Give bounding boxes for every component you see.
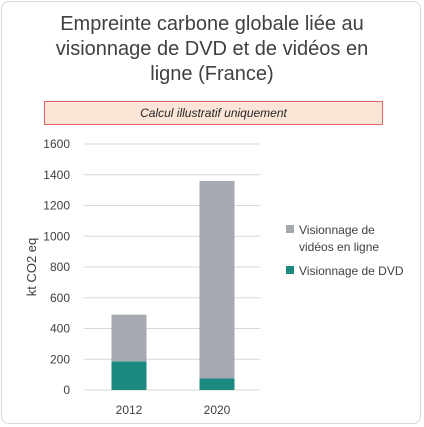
bar-online-2012 — [111, 314, 147, 362]
y-tick-label-400: 400 — [50, 322, 70, 336]
y-axis-label: kt CO2 eq — [24, 238, 39, 297]
chart-title-line-3: ligne (France) — [150, 63, 274, 85]
chart-title-line-2: visionnage de DVD et de vidéos en — [55, 38, 369, 60]
x-tick-label-2012: 2012 — [116, 403, 143, 417]
y-tick-label-600: 600 — [50, 291, 70, 305]
y-tick-label-200: 200 — [50, 352, 70, 366]
legend-swatch-dvd — [286, 266, 294, 274]
legend-label-dvd-1: Visionnage de DVD — [299, 264, 404, 278]
chart-title: Empreinte carbone globale liée au vision… — [20, 12, 404, 87]
chart-title-line-1: Empreinte carbone globale liée au — [60, 13, 364, 35]
y-tick-label-0: 0 — [63, 383, 70, 397]
y-tick-label-1400: 1400 — [43, 168, 70, 182]
legend-label-online-2: vidéos en ligne — [299, 240, 379, 254]
legend-label-online-1: Visionnage de — [299, 223, 375, 237]
bar-online-2020 — [199, 180, 235, 379]
illustrative-note: Calcul illustratif uniquement — [44, 101, 383, 125]
y-tick-label-1200: 1200 — [43, 199, 70, 213]
x-tick-label-2020: 2020 — [204, 403, 231, 417]
y-tick-label-800: 800 — [50, 260, 70, 274]
legend-swatch-online — [286, 225, 294, 233]
bar-dvd-2012 — [111, 361, 147, 390]
y-tick-label-1000: 1000 — [43, 229, 70, 243]
bar-dvd-2020 — [199, 378, 235, 390]
y-tick-label-1600: 1600 — [43, 137, 70, 151]
